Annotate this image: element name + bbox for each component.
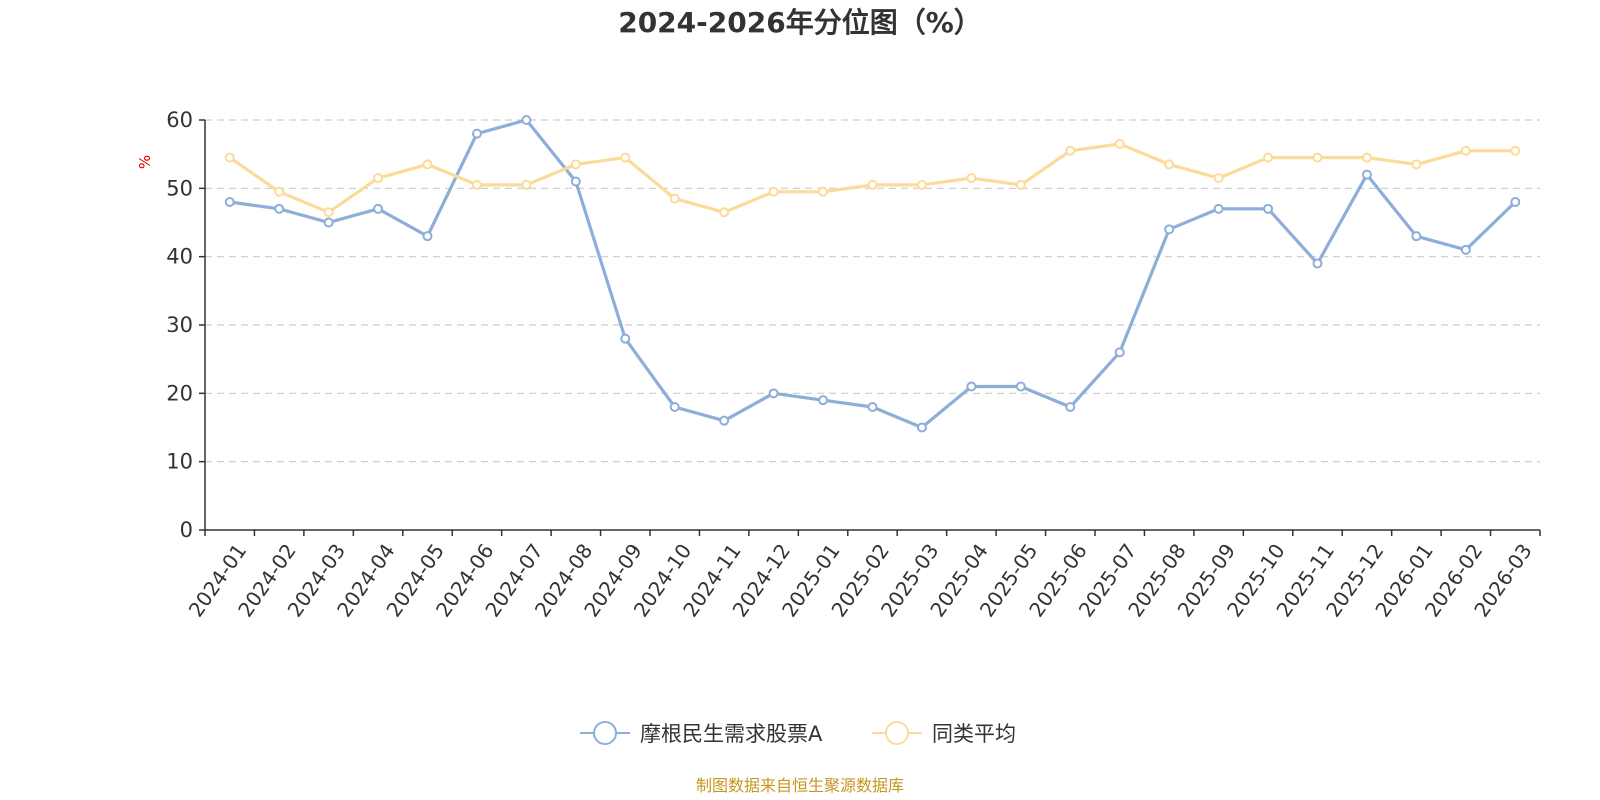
y-tick-label: 40	[166, 245, 193, 269]
data-point[interactable]	[867, 402, 878, 412]
source-note: 制图数据来自恒生聚源数据库	[696, 776, 904, 795]
y-tick-label: 0	[180, 518, 193, 542]
data-point[interactable]	[1312, 258, 1323, 269]
data-point[interactable]	[1460, 145, 1471, 156]
legend-item-2[interactable]: 同类平均	[872, 721, 1016, 746]
legend-item-1[interactable]: 摩根民生需求股票A	[580, 721, 823, 746]
data-point[interactable]	[1065, 402, 1076, 412]
data-point[interactable]	[1164, 224, 1175, 235]
data-point[interactable]	[1164, 159, 1175, 170]
data-point[interactable]	[1263, 152, 1274, 163]
data-point[interactable]	[620, 152, 631, 163]
data-point[interactable]	[669, 193, 680, 204]
data-point[interactable]	[1213, 173, 1224, 184]
data-point[interactable]	[1065, 145, 1076, 156]
data-point[interactable]	[274, 186, 285, 197]
data-point[interactable]	[521, 179, 532, 190]
data-point[interactable]	[620, 333, 631, 344]
series-group	[224, 115, 1521, 433]
data-point[interactable]	[422, 159, 433, 170]
y-tick-label: 20	[166, 381, 193, 405]
data-point[interactable]	[1114, 138, 1125, 149]
data-point[interactable]	[471, 128, 482, 139]
data-point[interactable]	[1361, 169, 1372, 180]
data-point[interactable]	[422, 231, 433, 242]
data-point[interactable]	[570, 176, 581, 187]
data-point[interactable]	[1411, 159, 1422, 170]
data-point[interactable]	[1411, 231, 1422, 242]
legend-label-1: 摩根民生需求股票A	[640, 722, 823, 746]
data-point[interactable]	[1015, 179, 1026, 190]
data-point[interactable]	[768, 186, 779, 197]
data-point[interactable]	[719, 207, 730, 218]
data-point[interactable]	[521, 115, 532, 125]
y-tick-label: 60	[166, 108, 193, 132]
data-point[interactable]	[916, 179, 927, 190]
data-point[interactable]	[1312, 152, 1323, 163]
data-point[interactable]	[818, 395, 829, 406]
series-2	[224, 138, 1521, 218]
data-point[interactable]	[719, 415, 730, 426]
data-point[interactable]	[1510, 197, 1521, 207]
data-point[interactable]	[669, 402, 680, 412]
data-point[interactable]	[768, 388, 779, 399]
data-point[interactable]	[373, 173, 384, 184]
grid-lines	[205, 119, 1540, 463]
y-tick-label: 50	[166, 176, 193, 200]
data-point[interactable]	[966, 381, 977, 392]
data-point[interactable]	[323, 217, 334, 228]
data-point[interactable]	[274, 203, 285, 214]
data-point[interactable]	[471, 179, 482, 190]
legend-marker-1	[593, 721, 617, 745]
y-axis-unit: %	[136, 155, 154, 169]
data-point[interactable]	[1510, 145, 1521, 156]
axes	[199, 119, 1541, 536]
data-point[interactable]	[224, 152, 235, 163]
y-tick-label: 10	[166, 450, 193, 474]
y-tick-label: 30	[166, 313, 193, 337]
data-point[interactable]	[224, 197, 235, 207]
data-point[interactable]	[570, 159, 581, 170]
legend-label-2: 同类平均	[932, 722, 1016, 746]
data-point[interactable]	[1263, 203, 1274, 214]
data-point[interactable]	[1015, 381, 1026, 392]
data-point[interactable]	[1361, 152, 1372, 163]
legend-marker-2	[885, 721, 909, 745]
legend[interactable]: 摩根民生需求股票A 同类平均	[580, 721, 1016, 746]
data-point[interactable]	[373, 203, 384, 214]
chart-title: 2024-2026年分位图（%）	[618, 6, 982, 39]
data-point[interactable]	[1114, 347, 1125, 358]
data-point[interactable]	[916, 422, 927, 433]
x-tick-labels: 2024-012024-022024-032024-042024-052024-…	[184, 539, 1537, 621]
data-point[interactable]	[818, 186, 829, 197]
data-point[interactable]	[323, 207, 334, 218]
y-tick-labels: 0 10 20 30 40 50 60	[166, 108, 193, 542]
series-1	[224, 115, 1521, 433]
series-line-2	[228, 142, 1516, 214]
data-point[interactable]	[1460, 244, 1471, 255]
data-point[interactable]	[966, 173, 977, 184]
data-point[interactable]	[867, 179, 878, 190]
data-point[interactable]	[1213, 203, 1224, 214]
